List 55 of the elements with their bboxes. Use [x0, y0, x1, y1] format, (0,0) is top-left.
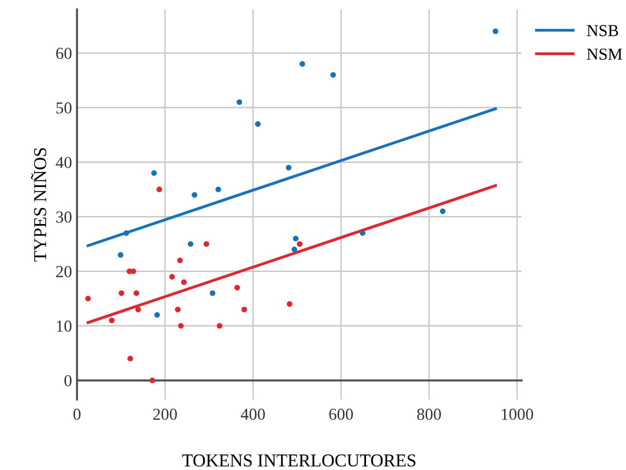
- x-tick-label: 0: [73, 408, 81, 420]
- point: [296, 241, 302, 247]
- y-tick-label: 60: [56, 48, 72, 59]
- y-tick-label: 50: [56, 102, 72, 114]
- point: [177, 258, 183, 264]
- x-tick-label: 200: [153, 408, 177, 420]
- point: [440, 208, 446, 214]
- point: [292, 236, 298, 242]
- point: [118, 290, 124, 296]
- point: [286, 164, 292, 170]
- point: [216, 323, 222, 329]
- x-tick-label: 600: [329, 408, 353, 420]
- y-tick-label: 30: [56, 211, 72, 223]
- point: [174, 306, 181, 312]
- point: [210, 290, 216, 296]
- x-tick-label: 400: [240, 408, 265, 420]
- point: [292, 246, 298, 252]
- point: [241, 306, 247, 312]
- point: [118, 252, 124, 258]
- x-axis-title: TOKENS INTERLOCUTORES: [182, 454, 416, 467]
- point: [234, 284, 240, 290]
- point: [255, 121, 261, 127]
- point: [151, 170, 157, 176]
- y-tick-label: 10: [56, 320, 72, 332]
- y-tick-label: 0: [64, 375, 72, 386]
- x-tick-label: 1000: [502, 408, 534, 420]
- point: [188, 241, 194, 247]
- point: [156, 186, 162, 192]
- y-tick-label: 40: [56, 156, 72, 168]
- x-tick-label: 800: [417, 408, 441, 420]
- point: [492, 28, 498, 34]
- point: [236, 99, 242, 105]
- point: [108, 318, 115, 324]
- point: [169, 274, 175, 280]
- point: [286, 301, 292, 307]
- point: [192, 192, 198, 198]
- legend-label: NSB: [586, 25, 618, 36]
- point: [149, 378, 156, 384]
- point: [85, 296, 91, 302]
- point: [360, 230, 366, 236]
- point: [124, 230, 130, 236]
- y-axis-title: TYPES NIÑOS: [31, 148, 46, 262]
- point: [130, 268, 136, 274]
- point: [215, 186, 222, 192]
- legend-label: NSM: [586, 48, 622, 60]
- point: [330, 72, 336, 78]
- point: [204, 241, 210, 247]
- point: [135, 306, 141, 312]
- point: [154, 312, 160, 318]
- point: [300, 61, 306, 67]
- point: [178, 323, 184, 329]
- y-tick-label: 20: [56, 266, 72, 278]
- point: [127, 356, 134, 362]
- point: [134, 290, 140, 296]
- point: [181, 279, 187, 285]
